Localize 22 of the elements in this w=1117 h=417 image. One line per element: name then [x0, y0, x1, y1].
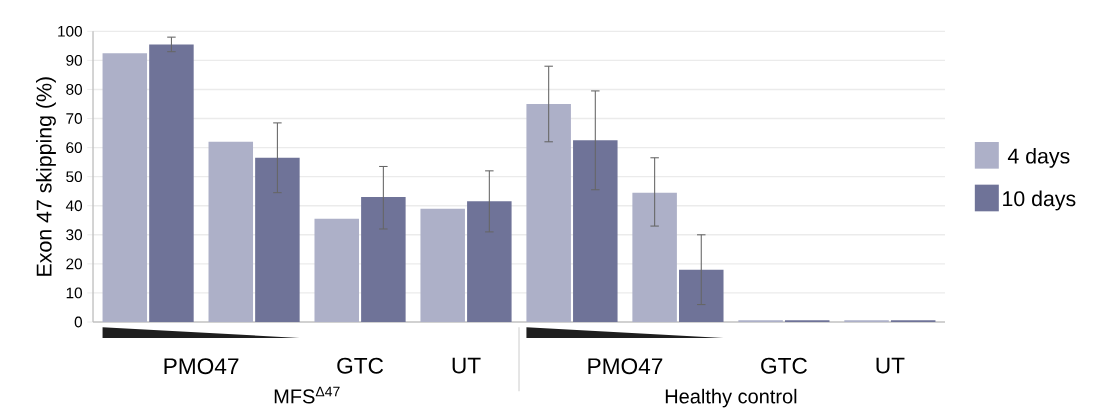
- legend-label: 4 days: [1007, 147, 1070, 168]
- text: Healthy control: [665, 388, 797, 408]
- y-tick-label: 20: [66, 258, 83, 270]
- y-tick-label: 90: [66, 54, 83, 66]
- text: PMO47: [164, 358, 239, 375]
- x-tick-label: GTC: [761, 357, 807, 374]
- y-axis-title: Exon 47 skipping (%): [36, 77, 56, 276]
- y-tick-label: 60: [66, 142, 83, 154]
- legend-label: 10 days: [1003, 190, 1076, 211]
- text: PMO47: [588, 358, 663, 375]
- y-tick-label: 10: [66, 287, 83, 299]
- y-tick-label: 30: [66, 229, 83, 241]
- y-tick-label: 0: [74, 316, 83, 328]
- text: MFS$^{Δ47}$: [274, 386, 340, 404]
- x-tick-label: GTC: [337, 357, 384, 374]
- y-tick-label: 50: [66, 171, 83, 183]
- y-tick-label: 80: [66, 84, 83, 95]
- x-tick-label: UT: [452, 357, 481, 374]
- y-tick-label: 70: [66, 113, 83, 124]
- y-tick-label: 100: [58, 25, 83, 37]
- y-tick-label: 40: [65, 200, 83, 212]
- x-tick-label: UT: [876, 357, 905, 374]
